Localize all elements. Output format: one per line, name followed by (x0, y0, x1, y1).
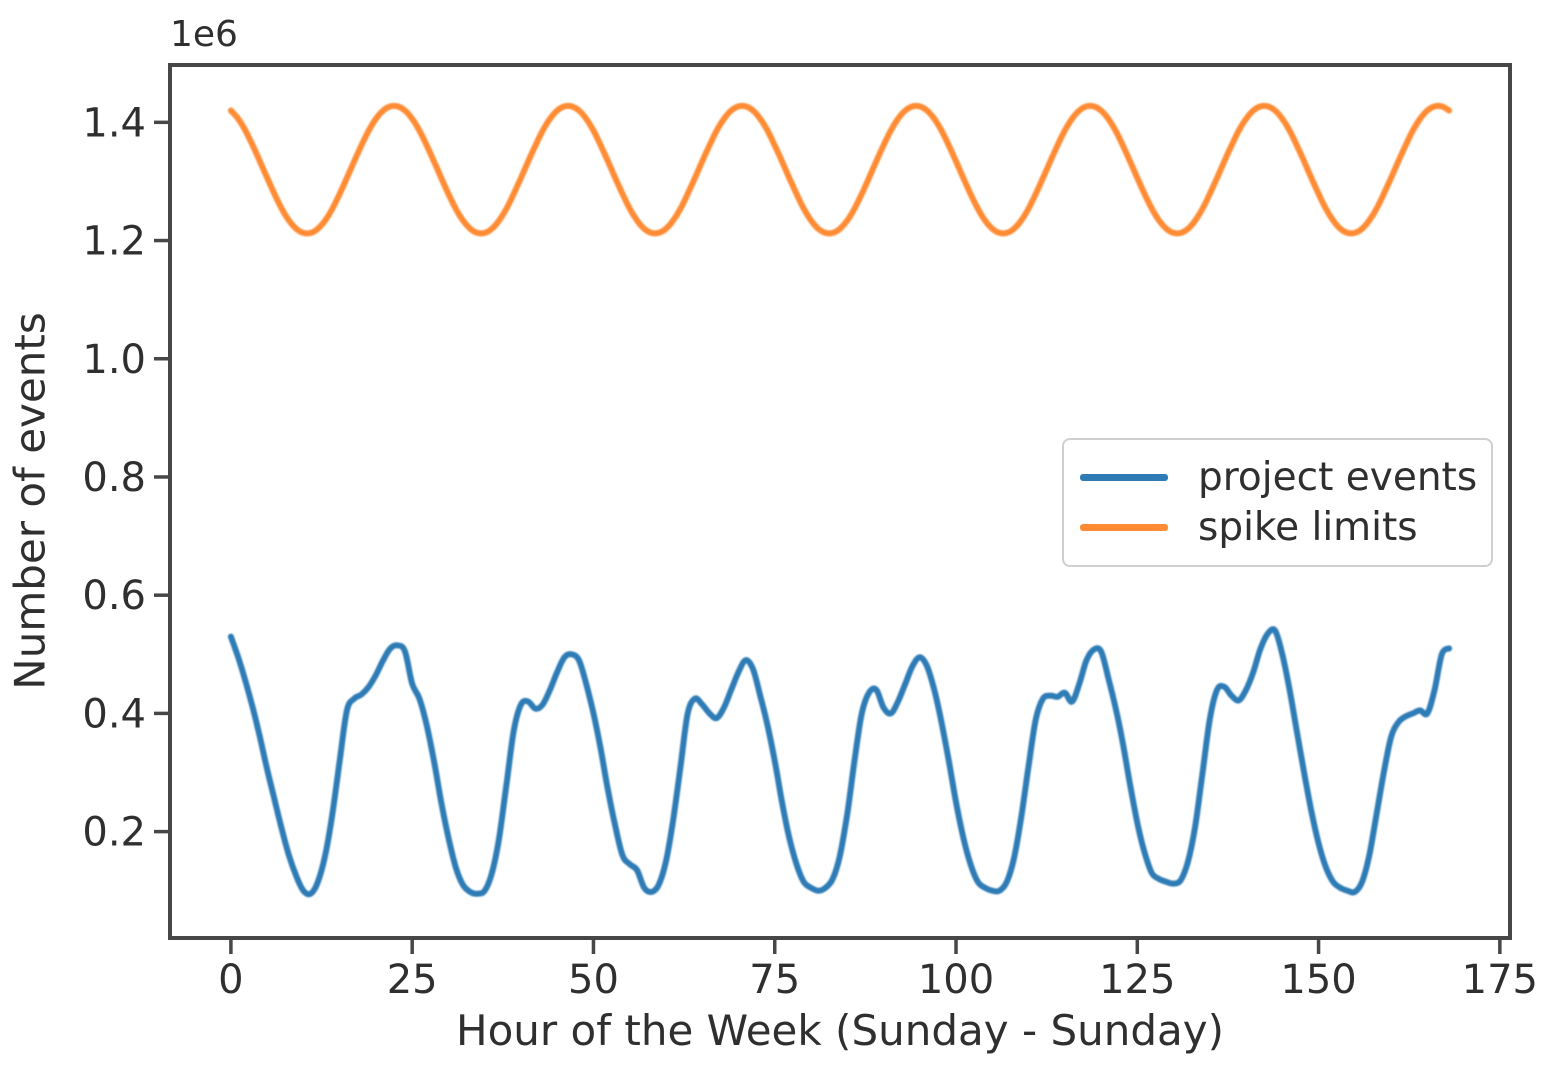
legend-item-project-events: project events (1080, 458, 1481, 497)
x-tick-label: 175 (1462, 957, 1538, 1003)
y-tick-label: 1.2 (82, 219, 146, 265)
x-tick-label: 100 (918, 957, 994, 1003)
legend: project events spike limits (1062, 438, 1493, 567)
y-tick-label: 1.0 (82, 337, 146, 383)
y-tick-label: 1.4 (82, 100, 146, 146)
y-tick-label: 0.2 (82, 810, 146, 856)
x-tick-label: 0 (218, 957, 243, 1003)
x-axis-label: Hour of the Week (Sunday - Sunday) (456, 1006, 1224, 1055)
legend-line-project-events-icon (1080, 473, 1168, 481)
y-axis-offset-text: 1e6 (170, 14, 238, 55)
y-tick-label: 0.4 (82, 691, 146, 737)
legend-label-spike-limits: spike limits (1198, 505, 1418, 551)
y-axis-label: Number of events (5, 312, 55, 690)
x-tick-label: 50 (568, 957, 619, 1003)
x-tick-label: 150 (1280, 957, 1356, 1003)
legend-line-spike-limits-icon (1080, 524, 1168, 532)
plot-frame (168, 63, 1512, 940)
x-tick-label: 125 (1099, 957, 1175, 1003)
series-line-spike-limits (227, 102, 1453, 237)
legend-label-project-events: project events (1198, 454, 1478, 500)
x-tick-label: 75 (749, 957, 800, 1003)
legend-item-spike-limits: spike limits (1080, 508, 1481, 547)
y-tick-label: 0.8 (82, 455, 146, 501)
x-tick-label: 25 (387, 957, 438, 1003)
y-tick-label: 0.6 (82, 573, 146, 619)
series-line-project-events (227, 626, 1453, 898)
